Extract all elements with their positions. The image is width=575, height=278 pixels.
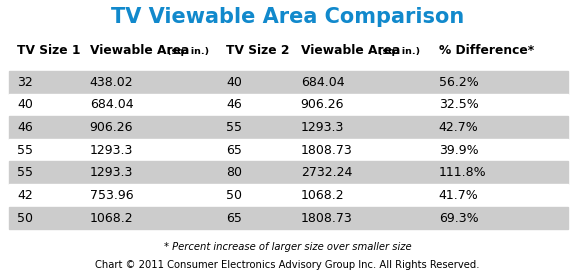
Text: 684.04: 684.04	[90, 98, 133, 111]
Text: 55: 55	[226, 121, 242, 134]
Text: 46: 46	[226, 98, 242, 111]
Text: Viewable Area: Viewable Area	[301, 44, 400, 56]
Text: 50: 50	[226, 189, 242, 202]
Text: 1293.3: 1293.3	[90, 144, 133, 157]
Text: 1808.73: 1808.73	[301, 212, 352, 225]
Bar	[9, 139, 568, 162]
Bar	[9, 71, 568, 93]
Text: 1293.3: 1293.3	[301, 121, 344, 134]
Text: TV Size 2: TV Size 2	[226, 44, 289, 56]
Text: 69.3%: 69.3%	[439, 212, 478, 225]
Bar	[9, 116, 568, 139]
Text: 56.2%: 56.2%	[439, 76, 478, 89]
Text: 32: 32	[17, 76, 33, 89]
Text: 42.7%: 42.7%	[439, 121, 478, 134]
Text: 906.26: 906.26	[301, 98, 344, 111]
Text: 65: 65	[226, 144, 242, 157]
Text: 41.7%: 41.7%	[439, 189, 478, 202]
Text: TV Viewable Area Comparison: TV Viewable Area Comparison	[111, 7, 464, 27]
Text: 1068.2: 1068.2	[301, 189, 344, 202]
Text: 40: 40	[17, 98, 33, 111]
Bar	[9, 207, 568, 229]
Text: 80: 80	[226, 166, 242, 179]
Text: Chart © 2011 Consumer Electronics Advisory Group Inc. All Rights Reserved.: Chart © 2011 Consumer Electronics Adviso…	[95, 260, 480, 270]
Text: (sq. in.): (sq. in.)	[167, 47, 209, 56]
Text: 2732.24: 2732.24	[301, 166, 352, 179]
Text: 753.96: 753.96	[90, 189, 133, 202]
Text: 65: 65	[226, 212, 242, 225]
Text: 1068.2: 1068.2	[90, 212, 133, 225]
Text: 46: 46	[17, 121, 33, 134]
Text: 438.02: 438.02	[90, 76, 133, 89]
Bar	[9, 93, 568, 116]
Bar	[9, 162, 568, 184]
Text: * Percent increase of larger size over smaller size: * Percent increase of larger size over s…	[164, 242, 411, 252]
Text: 1293.3: 1293.3	[90, 166, 133, 179]
Text: 42: 42	[17, 189, 33, 202]
Text: 40: 40	[226, 76, 242, 89]
Text: Viewable Area: Viewable Area	[90, 44, 189, 56]
Text: 32.5%: 32.5%	[439, 98, 478, 111]
Text: 50: 50	[17, 212, 33, 225]
Text: 55: 55	[17, 166, 33, 179]
Text: 39.9%: 39.9%	[439, 144, 478, 157]
Text: 111.8%: 111.8%	[439, 166, 486, 179]
Text: 684.04: 684.04	[301, 76, 344, 89]
Text: % Difference*: % Difference*	[439, 44, 534, 56]
Text: 906.26: 906.26	[90, 121, 133, 134]
Bar	[9, 184, 568, 207]
Text: TV Size 1: TV Size 1	[17, 44, 80, 56]
Text: 55: 55	[17, 144, 33, 157]
Text: (sq. in.): (sq. in.)	[378, 47, 420, 56]
Text: 1808.73: 1808.73	[301, 144, 352, 157]
